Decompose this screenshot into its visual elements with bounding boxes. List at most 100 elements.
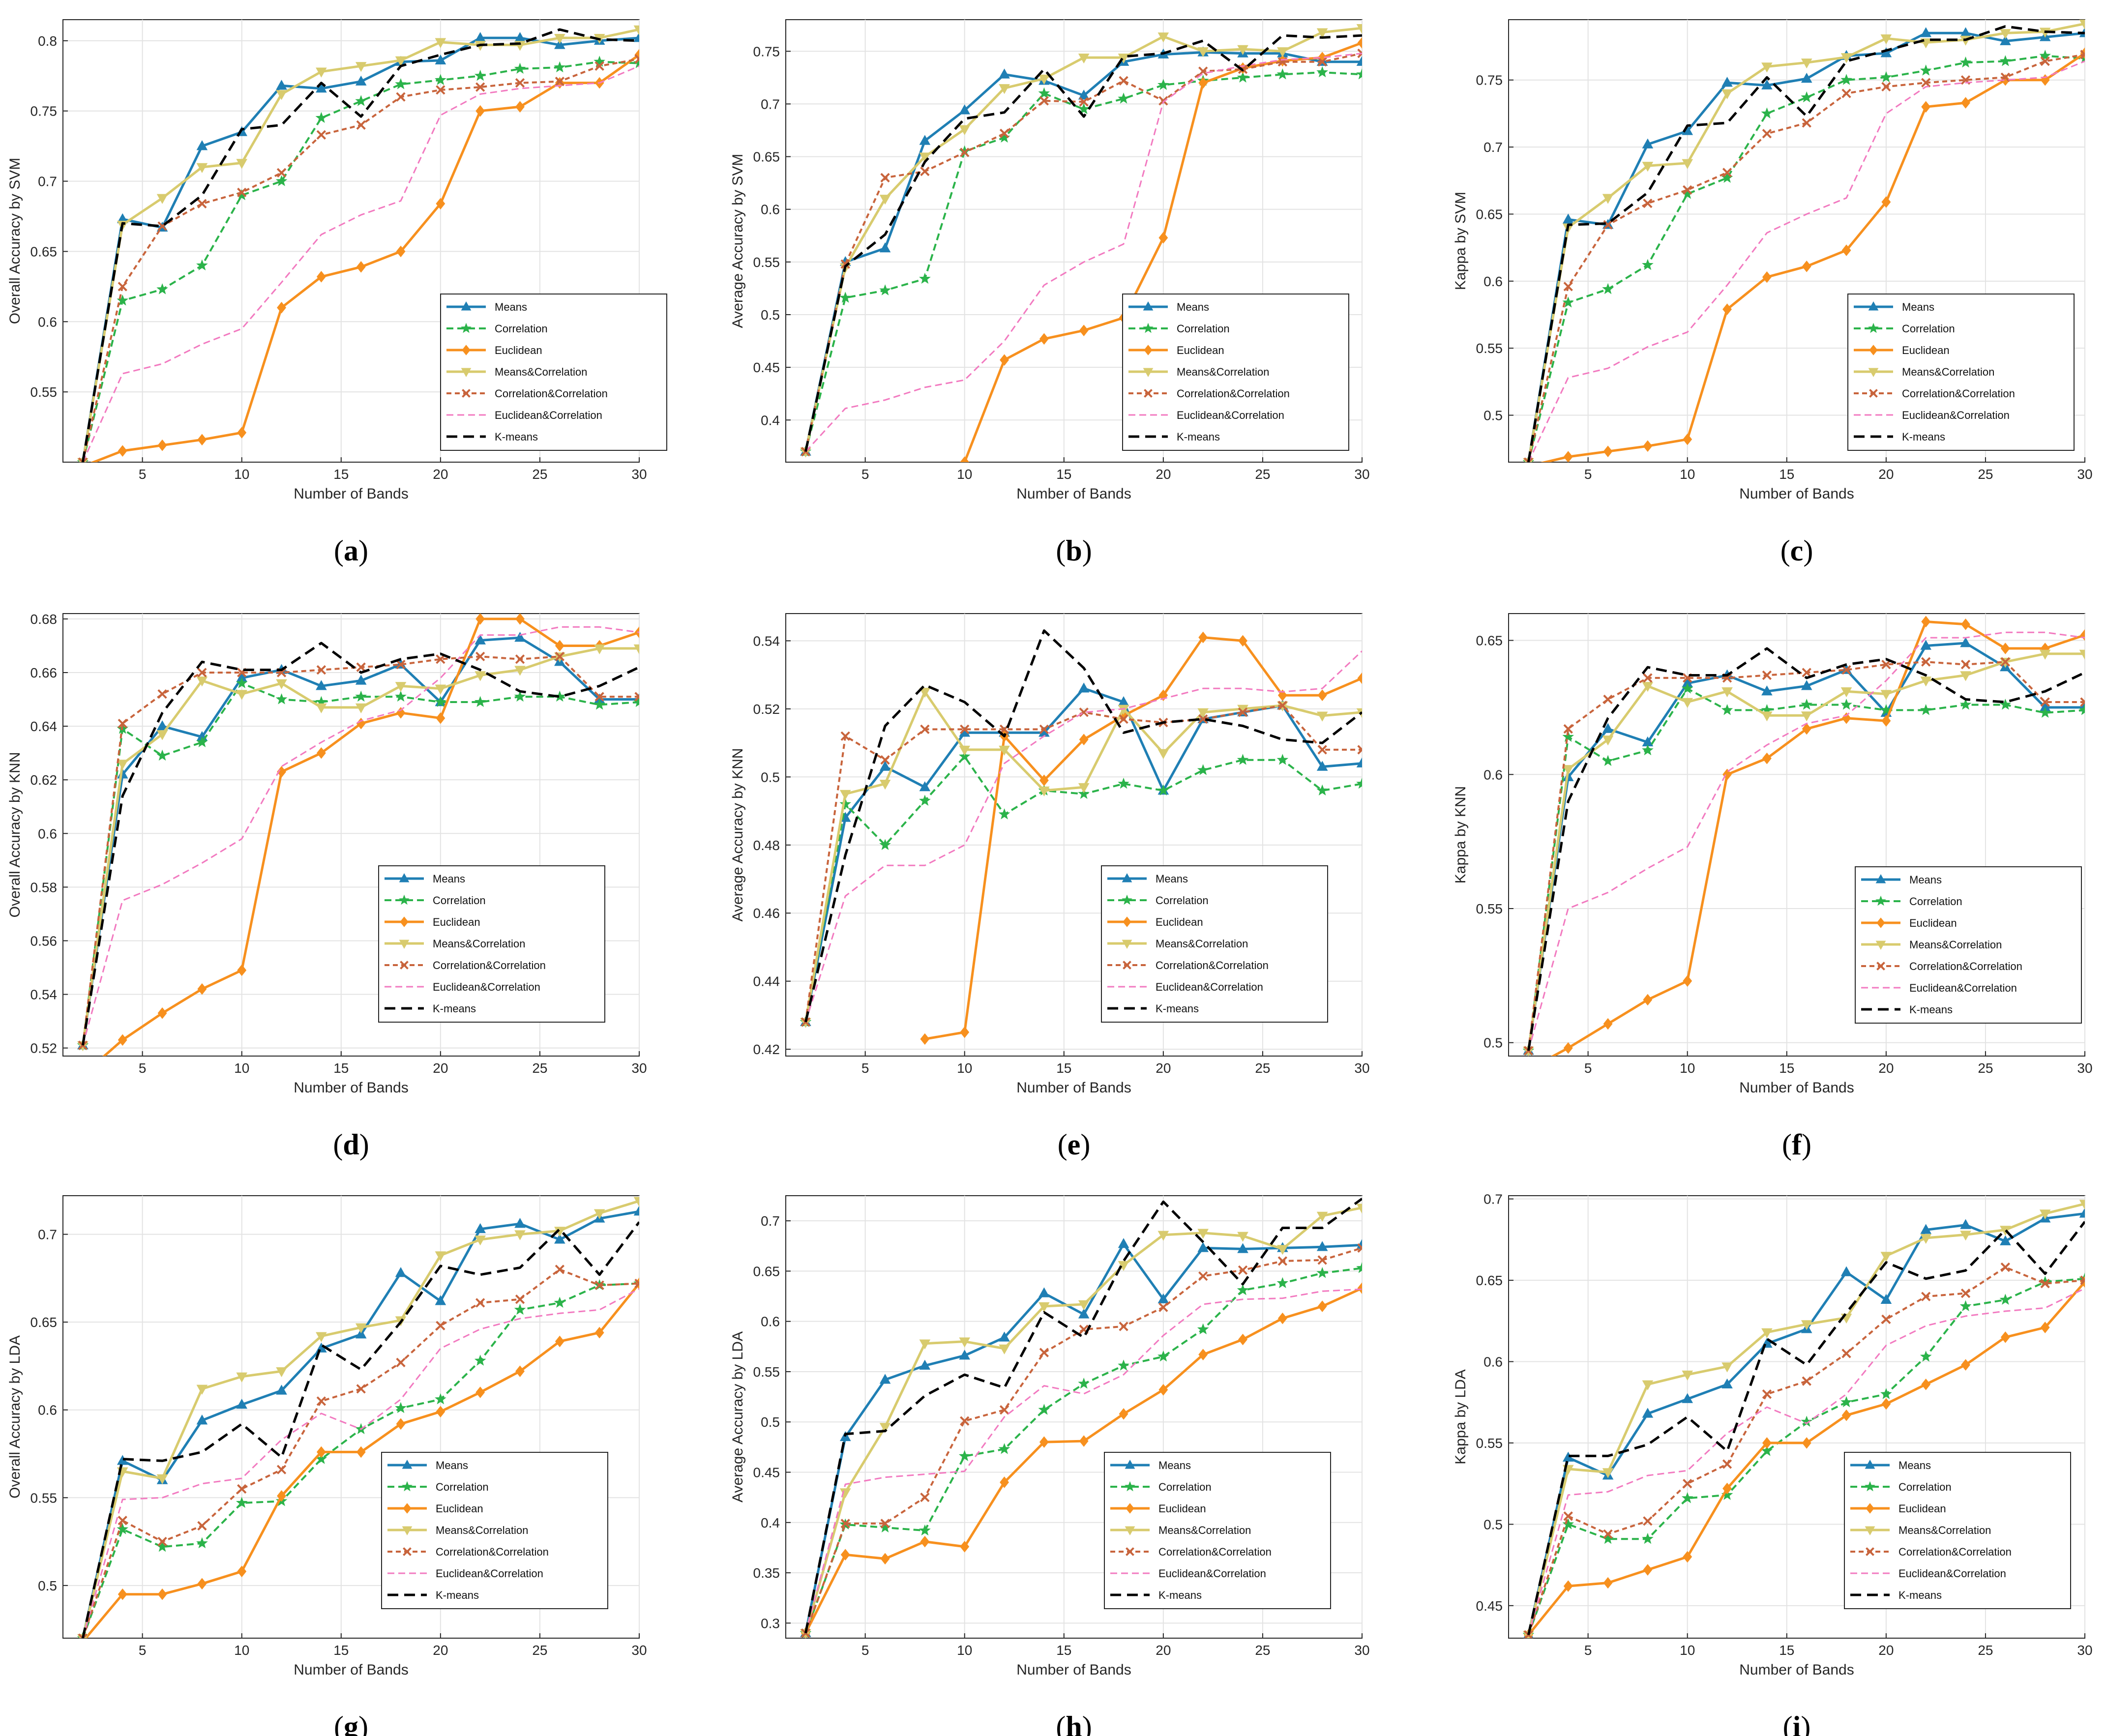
data-point	[1881, 1398, 1891, 1410]
data-point	[1841, 88, 1851, 98]
data-point	[1524, 1064, 1533, 1075]
legend-entry: K-means	[1158, 1589, 1202, 1601]
x-tick-label: 10	[957, 1643, 972, 1658]
panel-label-open-paren: (	[1782, 1128, 1792, 1161]
data-point	[395, 78, 407, 89]
legend-marker	[1126, 1547, 1134, 1556]
legend-marker	[1868, 323, 1879, 333]
series-line-euclidean-correlation	[82, 1288, 639, 1638]
data-point	[1238, 707, 1248, 717]
y-tick-label: 0.75	[753, 44, 780, 59]
data-point	[196, 259, 208, 271]
data-point	[1642, 259, 1654, 270]
data-point	[959, 745, 971, 756]
data-point	[1316, 66, 1328, 78]
data-point	[920, 724, 930, 735]
data-point	[1562, 296, 1574, 308]
data-point	[1237, 1232, 1248, 1242]
y-tick-label: 0.75	[30, 104, 58, 119]
data-point	[880, 1553, 890, 1565]
data-point	[396, 245, 406, 258]
panel-label-close-paren: )	[1801, 1710, 1810, 1736]
legend-entry: K-means	[1898, 1589, 1942, 1601]
data-point	[2080, 697, 2085, 707]
x-tick-label: 5	[1584, 1643, 1592, 1658]
data-point	[436, 85, 445, 95]
data-point	[1920, 640, 1931, 650]
data-point	[237, 1484, 247, 1494]
data-point	[196, 1414, 208, 1425]
legend-marker	[400, 961, 409, 970]
data-point	[78, 1633, 88, 1638]
data-point	[1961, 618, 1970, 630]
data-point	[118, 1588, 127, 1600]
legend-marker	[1122, 940, 1132, 949]
y-tick-label: 0.65	[30, 244, 58, 259]
panel-label-letter: g	[344, 1710, 358, 1736]
panel-c: 5 10 15 20 25 30 0.5 0.55 0.6 0.65 0.7 0.75 Number o…	[1453, 19, 2093, 567]
data-point	[879, 195, 891, 205]
panel-label-close-paren: )	[1082, 534, 1092, 567]
series-group	[1522, 616, 2085, 1075]
legend-entry: Means	[1909, 874, 1942, 886]
y-axis-label: Kappa by LDA	[1453, 1369, 1469, 1464]
series-line-k-means	[804, 629, 1362, 1023]
legend-entry: Euclidean&Correlation	[1177, 409, 1284, 421]
data-point	[1999, 1294, 2012, 1305]
data-point	[475, 82, 485, 92]
data-point	[356, 1446, 366, 1458]
data-point	[1920, 1234, 1931, 1244]
data-point	[1802, 261, 1811, 272]
data-point	[1921, 616, 1931, 628]
x-tick-label: 15	[1056, 1060, 1071, 1076]
data-point	[1078, 788, 1090, 799]
data-point	[960, 1541, 970, 1553]
data-point	[118, 718, 127, 729]
data-point	[1039, 1348, 1049, 1357]
data-point	[1602, 1468, 1614, 1478]
data-point	[1157, 1293, 1169, 1303]
data-point	[1039, 333, 1049, 345]
data-point	[1761, 62, 1773, 73]
x-axis-label: Number of Bands	[1739, 1080, 1854, 1096]
data-point	[1721, 1378, 1733, 1389]
x-tick-label: 5	[861, 467, 869, 482]
x-tick-label: 10	[1680, 467, 1695, 482]
panel-label-open-paren: (	[1783, 1710, 1793, 1736]
data-point	[2039, 1209, 2051, 1220]
legend-entry: Correlation&Correlation	[495, 387, 608, 400]
y-tick-label: 0.6	[38, 826, 57, 841]
legend-entry: Correlation	[1158, 1481, 1212, 1493]
data-point	[514, 62, 526, 74]
x-tick-label: 30	[1354, 1060, 1369, 1076]
legend-entry: Correlation&Correlation	[1177, 387, 1290, 400]
data-point	[1801, 72, 1812, 83]
data-point	[1682, 1393, 1693, 1403]
data-point	[156, 1474, 168, 1485]
panel-label-close-paren: )	[1803, 534, 1813, 567]
data-point	[1802, 723, 1811, 735]
legend-marker	[461, 368, 472, 378]
data-point	[1643, 198, 1653, 208]
data-point	[919, 1359, 931, 1370]
legend-entry: Euclidean&Correlation	[1902, 409, 2010, 421]
data-point	[1197, 708, 1209, 718]
y-tick-label: 0.7	[761, 1213, 780, 1229]
data-point	[1158, 232, 1168, 244]
data-point	[999, 84, 1010, 94]
data-point	[1079, 707, 1089, 717]
legend-marker	[402, 1526, 413, 1536]
panel-label-open-paren: (	[1056, 1710, 1066, 1736]
data-point	[1157, 1350, 1169, 1362]
legend-entry: Means	[1902, 301, 1934, 313]
data-point	[316, 1396, 326, 1406]
data-point	[1277, 1256, 1288, 1266]
gridlines	[1509, 614, 2085, 1056]
legend: Means Correlation Euclidean Means&Correlati…	[1104, 1452, 1331, 1609]
panel-label: (a)	[334, 534, 368, 567]
panel-label-close-paren: )	[1082, 1710, 1092, 1736]
x-tick-label: 15	[333, 1643, 349, 1658]
data-point	[475, 1223, 486, 1234]
x-tick-label: 15	[1056, 1643, 1071, 1658]
data-point	[1920, 64, 1932, 76]
